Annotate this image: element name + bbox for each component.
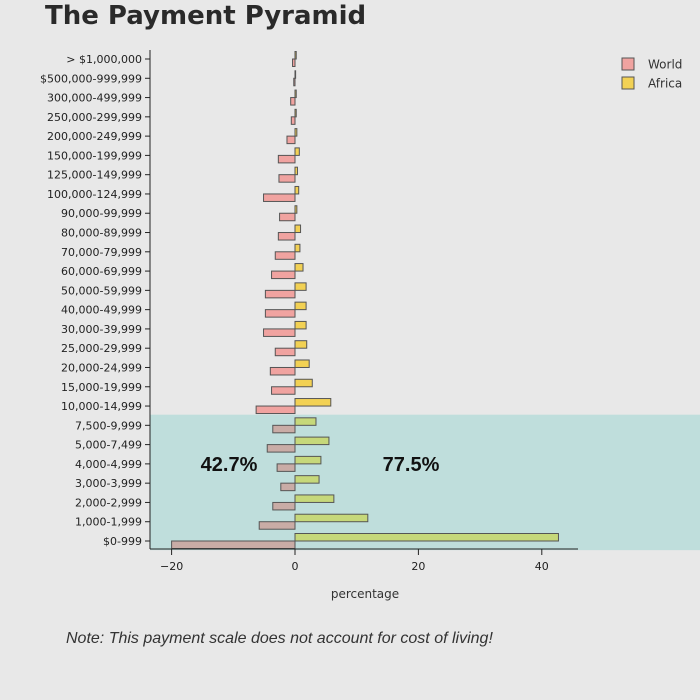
bar-africa-5 (294, 436, 330, 446)
africa-highlight-percent: 77.5% (383, 454, 440, 476)
bar-africa-25 (294, 51, 297, 60)
axes: −20 0 20 40 percentage (149, 50, 578, 601)
bar-africa-11 (294, 320, 307, 330)
x-tick-label--20: −20 (160, 560, 183, 573)
category-label-11: 30,000-39,999 (61, 323, 142, 336)
bar-world-21 (286, 135, 296, 145)
bar-africa-1 (294, 513, 369, 523)
bar-africa-6 (294, 417, 317, 426)
category-label-25: > $1,000,000 (66, 53, 142, 66)
bar-africa-4 (294, 455, 322, 465)
category-label-13: 50,000-59,999 (61, 284, 142, 297)
bar-world-7 (255, 405, 296, 415)
bar-world-10 (274, 347, 296, 357)
bar-world-1 (258, 521, 296, 530)
category-labels: $0-999 1,000-1,999 2,000-2,999 3,000-3,999 4… (40, 53, 150, 548)
category-label-23: 300,000-499,999 (47, 92, 142, 105)
bar-world-9 (269, 366, 296, 376)
bar-africa-24 (294, 70, 297, 79)
category-label-1: 1,000-1,999 (75, 516, 142, 529)
bar-africa-19 (294, 166, 298, 176)
bar-world-11 (263, 328, 296, 337)
category-label-6: 7,500-9,999 (75, 419, 142, 432)
bar-world-19 (278, 174, 296, 183)
annotations: 42.7% 77.5% (201, 454, 440, 476)
category-label-5: 5,000-7,499 (75, 439, 142, 452)
category-label-8: 15,000-19,999 (61, 381, 142, 394)
highlight-layer (150, 414, 700, 551)
bar-africa-16 (294, 224, 302, 234)
category-label-4: 4,000-4,999 (75, 458, 142, 471)
bar-africa-10 (294, 340, 308, 349)
category-label-20: 150,000-199,999 (47, 149, 142, 162)
category-label-24: $500,000-999,999 (40, 72, 142, 85)
bar-africa-0 (294, 533, 559, 542)
bar-africa-9 (294, 359, 310, 368)
bar-africa-7 (294, 398, 332, 407)
bar-africa-14 (294, 263, 304, 272)
bar-africa-8 (294, 378, 313, 388)
highlight-band (150, 414, 700, 551)
bar-africa-13 (294, 282, 307, 291)
bar-world-2 (272, 501, 296, 511)
legend-label-world: World (648, 58, 682, 72)
bar-africa-17 (294, 205, 298, 214)
category-label-18: 100,000-124,999 (47, 188, 142, 201)
chart-title: The Payment Pyramid (45, 1, 367, 31)
legend: World Africa (621, 57, 682, 91)
category-label-10: 25,000-29,999 (61, 342, 142, 355)
x-tick-label-0: 0 (292, 560, 299, 573)
bar-africa-21 (294, 128, 298, 137)
bar-africa-2 (294, 494, 335, 503)
bar-africa-18 (294, 185, 300, 195)
bars-layer (171, 51, 559, 549)
category-label-16: 80,000-89,999 (61, 227, 142, 240)
bar-world-0 (171, 540, 296, 549)
legend-swatch-world (621, 57, 635, 71)
bar-africa-3 (294, 475, 320, 484)
x-tick-label-20: 20 (411, 560, 425, 573)
bar-africa-22 (294, 108, 297, 118)
bar-africa-12 (294, 301, 307, 311)
bar-world-18 (263, 193, 296, 202)
bar-world-6 (272, 424, 296, 434)
category-label-15: 70,000-79,999 (61, 246, 142, 259)
category-label-21: 200,000-249,999 (47, 130, 142, 143)
category-label-14: 60,000-69,999 (61, 265, 142, 278)
bar-world-24 (293, 77, 296, 87)
footnote: Note: This payment scale does not accoun… (66, 630, 493, 647)
category-label-12: 40,000-49,999 (61, 304, 142, 317)
bar-world-13 (264, 289, 296, 299)
category-label-19: 125,000-149,999 (47, 169, 142, 182)
x-tick-label-40: 40 (535, 560, 549, 573)
bar-world-12 (264, 309, 296, 318)
bar-africa-23 (294, 89, 297, 99)
legend-swatch-africa (621, 76, 635, 90)
bar-world-5 (266, 444, 296, 453)
bar-world-23 (290, 97, 296, 106)
bar-world-4 (276, 463, 296, 472)
bar-world-8 (271, 386, 296, 395)
category-label-2: 2,000-2,999 (75, 496, 142, 509)
category-label-17: 90,000-99,999 (61, 207, 142, 220)
category-label-7: 10,000-14,999 (61, 400, 142, 413)
bar-world-25 (292, 58, 296, 67)
category-label-0: $0-999 (103, 535, 142, 548)
bar-world-20 (277, 154, 296, 164)
bar-world-16 (277, 232, 296, 241)
category-label-9: 20,000-24,999 (61, 361, 142, 374)
bar-world-3 (280, 482, 296, 492)
world-highlight-percent: 42.7% (201, 454, 258, 476)
bar-africa-15 (294, 243, 301, 253)
bar-world-15 (274, 251, 296, 260)
bar-world-17 (279, 212, 296, 222)
bar-world-14 (271, 270, 296, 280)
category-label-3: 3,000-3,999 (75, 477, 142, 490)
bar-africa-20 (294, 147, 300, 156)
legend-label-africa: Africa (648, 77, 682, 91)
x-axis-title: percentage (331, 587, 399, 601)
category-label-22: 250,000-299,999 (47, 111, 142, 124)
bar-world-22 (290, 116, 296, 125)
